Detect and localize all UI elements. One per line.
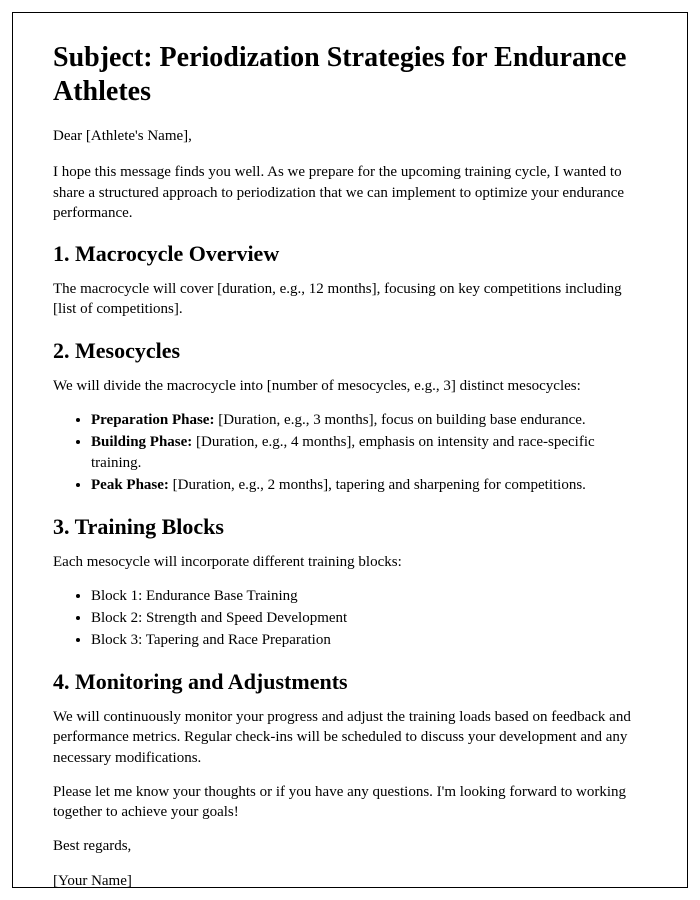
section4-heading: 4. Monitoring and Adjustments (53, 669, 647, 695)
section4-text: We will continuously monitor your progre… (53, 707, 647, 768)
phase-label: Building Phase: (91, 434, 192, 450)
blocks-list: Block 1: Endurance Base Training Block 2… (91, 586, 647, 651)
closing-regards: Best regards, (53, 836, 647, 856)
section1-text: The macrocycle will cover [duration, e.g… (53, 279, 647, 320)
phase-label: Preparation Phase: (91, 412, 214, 428)
phase-text: [Duration, e.g., 2 months], tapering and… (169, 477, 586, 493)
greeting-line: Dear [Athlete's Name], (53, 126, 647, 146)
closing-paragraph: Please let me know your thoughts or if y… (53, 782, 647, 823)
list-item: Block 3: Tapering and Race Preparation (91, 630, 647, 651)
intro-paragraph: I hope this message finds you well. As w… (53, 162, 647, 223)
list-item: Peak Phase: [Duration, e.g., 2 months], … (91, 475, 647, 496)
phase-label: Peak Phase: (91, 477, 169, 493)
section2-intro: We will divide the macrocycle into [numb… (53, 376, 647, 396)
mesocycle-list: Preparation Phase: [Duration, e.g., 3 mo… (91, 410, 647, 496)
section3-heading: 3. Training Blocks (53, 514, 647, 540)
section2-heading: 2. Mesocycles (53, 338, 647, 364)
document-page: Subject: Periodization Strategies for En… (12, 12, 688, 888)
list-item: Block 2: Strength and Speed Development (91, 608, 647, 629)
phase-text: [Duration, e.g., 3 months], focus on bui… (214, 412, 585, 428)
signature-line: [Your Name] (53, 871, 647, 888)
list-item: Block 1: Endurance Base Training (91, 586, 647, 607)
document-title: Subject: Periodization Strategies for En… (53, 41, 647, 108)
list-item: Building Phase: [Duration, e.g., 4 month… (91, 432, 647, 474)
section1-heading: 1. Macrocycle Overview (53, 241, 647, 267)
section3-intro: Each mesocycle will incorporate differen… (53, 552, 647, 572)
list-item: Preparation Phase: [Duration, e.g., 3 mo… (91, 410, 647, 431)
